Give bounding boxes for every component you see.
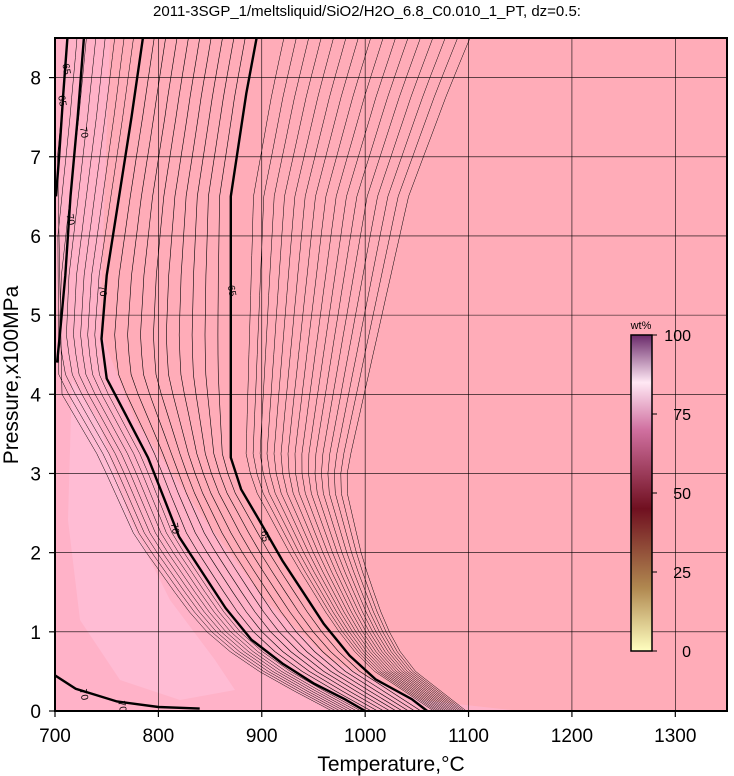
y-tick-label: 1: [30, 623, 41, 644]
colorbar-tick-label: 25: [673, 565, 691, 582]
x-tick-label: 1200: [551, 726, 593, 747]
plot-frame: [54, 37, 728, 712]
fine-contour-line: [114, 37, 372, 712]
fine-contour-line: [334, 37, 463, 712]
colorbar-unit: wt%: [630, 320, 652, 332]
x-tick-label: 1000: [344, 726, 386, 747]
contour-label: 65: [59, 63, 72, 76]
fine-contour-line: [346, 37, 471, 712]
fine-contour-line: [127, 37, 378, 712]
major-contour-line: [100, 37, 366, 713]
contour-label: 70: [77, 126, 90, 139]
y-tick-label: 4: [30, 385, 41, 406]
major-contour-line: [55, 37, 86, 363]
y-tick-label: 0: [30, 702, 41, 723]
fine-contour-line: [94, 37, 362, 712]
contour-label: 65: [225, 284, 238, 297]
low-temperature-region: [55, 38, 520, 711]
x-tick-label: 800: [143, 726, 175, 747]
fine-contour-line: [140, 37, 384, 712]
fine-contour-line: [287, 37, 447, 712]
fine-contours: [57, 37, 471, 712]
fine-contour-line: [57, 37, 337, 712]
fine-contour-line: [80, 37, 353, 712]
fine-contour-line: [314, 37, 456, 712]
y-tick-label: 7: [30, 148, 41, 169]
fine-contour-line: [340, 37, 465, 712]
fine-contour-line: [204, 37, 415, 712]
fine-contour-line: [280, 37, 445, 712]
fine-contour-line: [178, 37, 403, 712]
colorbar-tick-label: 100: [664, 328, 691, 345]
x-tick-label: 900: [246, 726, 278, 747]
major-contour-line: [54, 674, 200, 710]
y-axis-label: Pressure,x100MPa: [0, 285, 23, 464]
fine-contour-line: [259, 37, 439, 712]
chart-title: 2011-3SGP_1/meltsliquid/SiO2/H2O_6.8_C0.…: [153, 3, 581, 20]
colorbar-tick-label: 75: [673, 407, 691, 424]
y-tick-label: 6: [30, 227, 41, 248]
x-tick-label: 1100: [448, 726, 489, 747]
y-tick-label: 2: [30, 544, 41, 565]
contour-label: 70: [63, 213, 76, 226]
pale-pocket: [68, 380, 235, 700]
fine-contour-line: [191, 37, 409, 712]
x-tick-label: 1300: [654, 726, 696, 747]
colorbar: wt% 0 25 50 75 100: [630, 320, 691, 661]
fine-contour-line: [266, 37, 441, 712]
colorbar-tick-label: 50: [673, 486, 691, 503]
fine-contour-line: [327, 37, 460, 712]
contour-label: 70: [96, 284, 109, 297]
x-axis-label: Temperature,°C: [317, 753, 464, 776]
fine-contour-line: [294, 37, 450, 712]
colorbar-ticks: 0 25 50 75 100: [652, 328, 691, 661]
colorbar-ramp: [630, 334, 653, 652]
y-tick-label: 8: [30, 69, 41, 90]
fine-contour-line: [308, 37, 454, 712]
fine-contour-line: [252, 37, 437, 712]
fine-contour-line: [73, 37, 349, 712]
fine-contour-line: [153, 37, 391, 712]
y-tick-label: 3: [30, 464, 41, 485]
fine-contour-line: [321, 37, 458, 712]
y-axis: 0 1 2 3 4 5 6 7 8: [30, 69, 55, 723]
fine-contour-line: [273, 37, 443, 712]
fine-contour-line: [66, 37, 345, 712]
major-contour-line: [229, 37, 428, 712]
fine-contour-line: [217, 37, 422, 712]
fine-contour-line: [165, 37, 397, 712]
major-contour-line: [54, 37, 69, 197]
contour-label: 70: [168, 522, 181, 535]
contour-label: 65: [258, 530, 271, 543]
contour-label: 65: [55, 94, 68, 107]
x-axis: 700 800 900 1000 1100 1200 1300: [39, 711, 696, 747]
fine-contour-line: [87, 37, 358, 712]
y-tick-label: 5: [30, 306, 41, 327]
contour-label: 70: [77, 688, 90, 701]
x-tick-label: 700: [39, 726, 71, 747]
fine-contour-line: [301, 37, 452, 712]
colorbar-tick-label: 0: [682, 644, 691, 661]
